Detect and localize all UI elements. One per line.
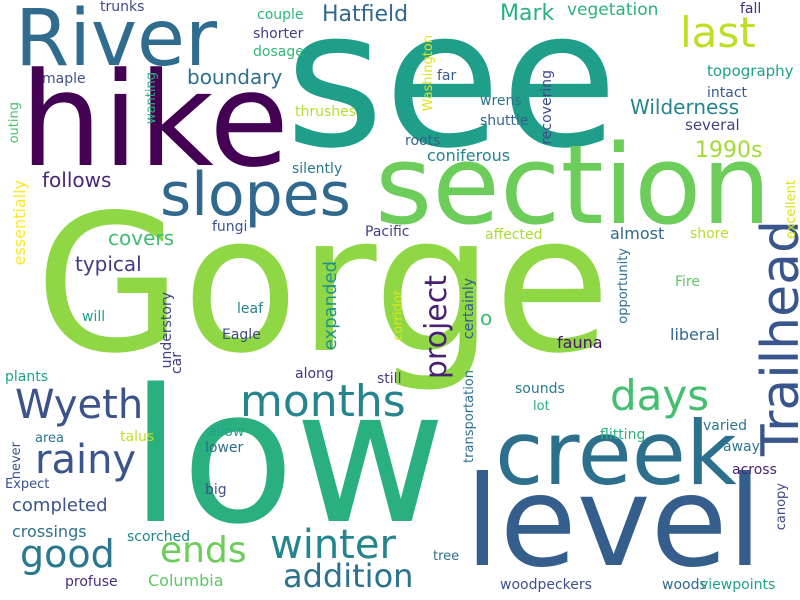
word-24: trunks (100, 0, 145, 15)
word-27: dosage (253, 44, 304, 60)
word-36: follows (42, 168, 112, 192)
word-69: canopy (774, 483, 789, 531)
word-21: Mark (500, 1, 555, 26)
word-89: flitting (600, 427, 646, 443)
word-46: Fire (675, 274, 700, 290)
word-4: section (375, 121, 772, 249)
word-13: rainy (35, 437, 137, 483)
word-75: corridor (391, 290, 406, 341)
word-85: scorched (127, 529, 191, 545)
word-1: Gorge (35, 174, 611, 395)
word-26: shorter (253, 26, 304, 42)
word-38: covers (108, 226, 175, 250)
word-11: days (610, 371, 710, 420)
word-68: excellent (784, 180, 799, 239)
word-23: fall (740, 1, 762, 17)
word-67: recovering (539, 70, 555, 145)
word-42: o (480, 306, 493, 330)
word-17: addition (283, 557, 414, 595)
word-39: typical (75, 252, 142, 276)
word-78: transportation (462, 370, 477, 463)
word-66: shuttle (480, 113, 529, 129)
word-55: completed (12, 495, 108, 516)
word-37: essentially (10, 180, 29, 266)
word-5: level (465, 450, 763, 595)
word-94: woods (662, 577, 707, 593)
word-22: vegetation (567, 0, 659, 20)
word-65: wrens (480, 93, 522, 109)
word-52: leaf (237, 301, 264, 317)
word-43: fauna (557, 333, 603, 352)
word-35: roots (405, 133, 441, 149)
word-61: thrushes (295, 104, 357, 120)
word-47: almost (610, 224, 665, 243)
word-33: 1990s (695, 138, 763, 163)
word-57: Columbia (148, 571, 224, 590)
word-56: crossings (12, 522, 87, 541)
word-90: across (732, 462, 777, 478)
word-8: slopes (160, 160, 351, 230)
word-54: will (82, 309, 106, 325)
word-45: opportunity (616, 248, 631, 324)
word-71: still (377, 371, 402, 387)
word-86: big (205, 482, 227, 498)
word-12: Wyeth (15, 382, 144, 428)
word-76: sounds (515, 381, 565, 397)
word-41: certainly (461, 278, 477, 340)
word-30: Wilderness (630, 95, 740, 119)
word-82: area (35, 431, 64, 446)
word-9: Trailhead (751, 220, 800, 457)
word-80: lower (205, 440, 244, 456)
word-48: affected (485, 227, 543, 243)
word-7: River (15, 0, 218, 84)
word-70: along (295, 366, 334, 382)
word-14: winter (270, 522, 396, 568)
word-19: last (680, 8, 756, 57)
word-53: Eagle (222, 327, 261, 343)
word-10: months (240, 376, 406, 427)
word-93: woodpeckers (500, 577, 592, 593)
word-88: away (723, 439, 760, 455)
word-83: never (9, 442, 24, 480)
word-92: profuse (65, 574, 118, 590)
word-18: project (419, 275, 454, 380)
word-32: intact (707, 85, 748, 101)
word-0: see (285, 0, 618, 190)
word-59: outing (7, 102, 22, 144)
word-28: boundary (187, 65, 283, 89)
word-63: Washington (421, 35, 436, 112)
word-60: wanting (144, 72, 159, 125)
word-16: ends (160, 530, 247, 571)
word-29: topography (707, 62, 794, 80)
word-81: talus (120, 429, 155, 445)
word-20: Hatfield (322, 2, 409, 27)
word-79: allow (208, 424, 245, 440)
word-62: silently (292, 161, 343, 177)
word-72: plants (5, 369, 49, 385)
word-51: fungi (212, 219, 248, 235)
word-2: low (130, 349, 446, 565)
word-91: tree (433, 549, 460, 564)
word-40: expanded (320, 261, 341, 351)
word-58: maple (42, 71, 86, 87)
word-95: viewpoints (700, 577, 776, 593)
word-34: coniferous (427, 146, 511, 165)
word-15: good (20, 532, 115, 576)
word-3: hike (20, 44, 290, 196)
word-6: creek (495, 402, 737, 505)
word-25: couple (257, 7, 304, 23)
word-49: shore (690, 226, 729, 242)
word-77: lot (533, 399, 550, 414)
word-74: car (169, 352, 185, 375)
word-87: varied (703, 418, 748, 434)
word-44: liberal (670, 325, 720, 344)
word-50: Pacific (365, 224, 410, 240)
word-31: several (685, 116, 740, 134)
word-64: far (437, 68, 457, 84)
word-84: Expect (5, 477, 50, 492)
